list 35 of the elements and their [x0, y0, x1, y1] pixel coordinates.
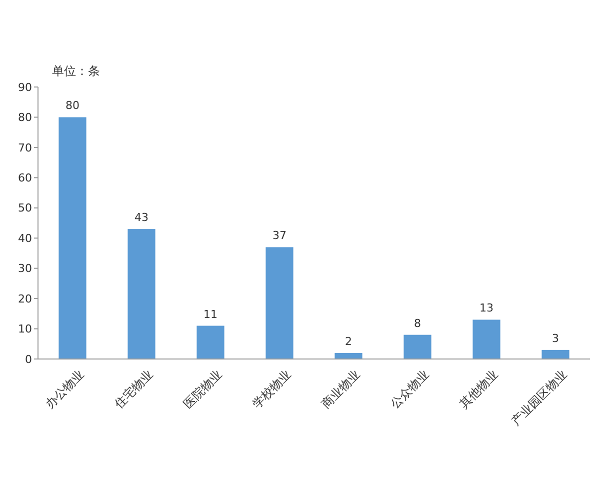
y-axis-title: 单位：条 [52, 64, 100, 78]
x-tick-label: 其他物业 [456, 367, 501, 411]
y-tick-label: 80 [18, 111, 32, 124]
x-tick-label: 办公物业 [42, 367, 87, 411]
data-label: 13 [480, 302, 494, 315]
y-tick-label: 30 [18, 262, 32, 276]
data-label: 2 [345, 334, 352, 348]
y-tick-label: 40 [18, 232, 32, 245]
data-label: 43 [134, 211, 148, 224]
x-tick-label: 公众物业 [388, 367, 432, 411]
y-tick-label: 20 [18, 292, 32, 306]
y-tick-label: 10 [18, 322, 32, 336]
data-label: 37 [272, 229, 286, 242]
y-tick-label: 50 [18, 202, 32, 215]
x-tick-label: 医院物业 [180, 367, 225, 411]
bar [128, 229, 156, 359]
bar [404, 334, 432, 359]
y-tick-label: 90 [18, 80, 32, 94]
y-tick-label: 60 [18, 172, 32, 185]
data-label: 8 [414, 316, 421, 330]
y-tick-label: 70 [18, 141, 32, 154]
x-tick-label: 商业物业 [318, 367, 363, 411]
bar [58, 117, 86, 359]
x-tick-label: 住宅物业 [111, 367, 156, 412]
x-tick-label: 产业园区物业 [508, 367, 570, 428]
data-label: 11 [204, 308, 218, 321]
bar [266, 247, 294, 359]
bar [334, 352, 362, 359]
bar [472, 320, 500, 359]
x-tick-label: 学校物业 [250, 367, 294, 411]
bar [542, 350, 570, 359]
data-label: 3 [552, 332, 559, 345]
bar [196, 326, 224, 359]
data-label: 80 [66, 99, 80, 112]
y-tick-label: 0 [25, 352, 32, 366]
